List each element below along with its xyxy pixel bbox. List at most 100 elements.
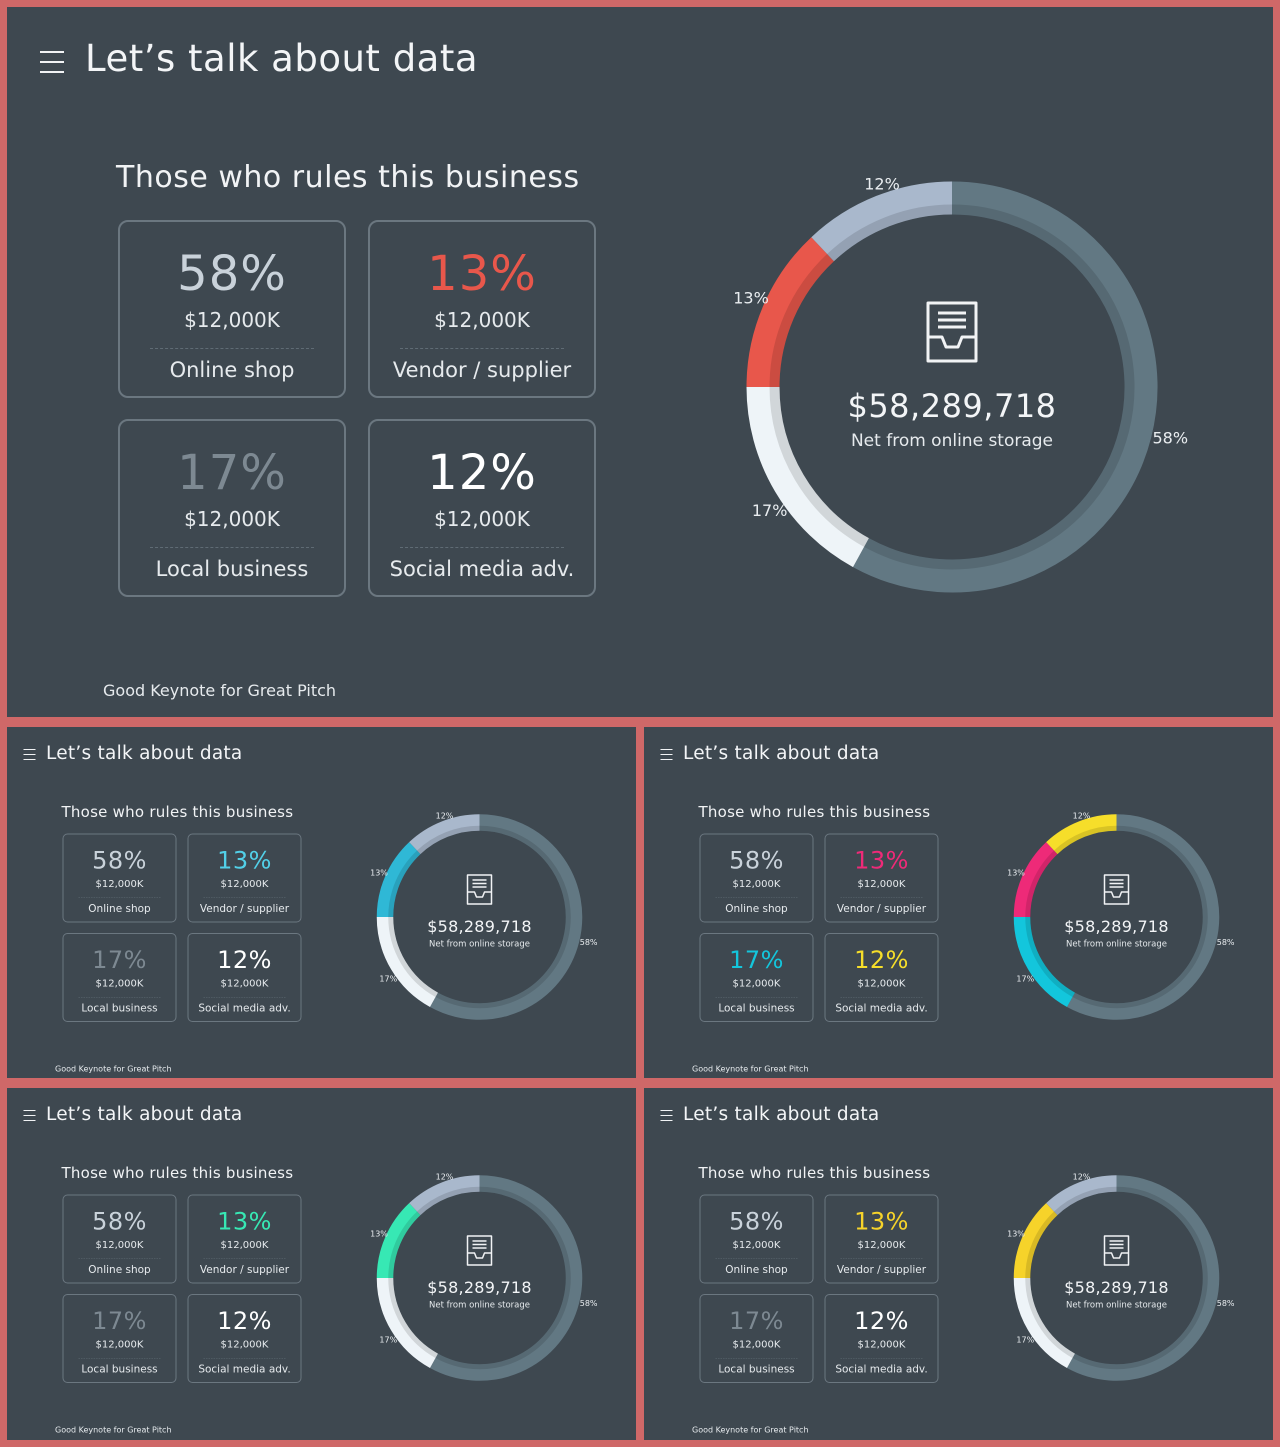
stat-card-vendor-supplier: 13% $12,000K Vendor / supplier [187, 833, 302, 923]
card-percent: 12% [427, 445, 537, 501]
card-divider [840, 897, 923, 898]
card-amount: $12,000K [732, 1238, 781, 1251]
donut-slice-local-business [1013, 1277, 1076, 1369]
donut-slice-online-shop [1067, 1175, 1220, 1381]
card-divider [400, 348, 564, 349]
section-subtitle: Those who rules this business [116, 160, 580, 195]
card-label: Online shop [725, 902, 788, 915]
card-label: Online shop [88, 1263, 151, 1276]
stat-card-social-media: 12% $12,000K Social media adv. [824, 1294, 939, 1383]
card-label: Online shop [725, 1263, 788, 1276]
card-percent: 13% [854, 1207, 909, 1236]
card-percent: 13% [217, 1207, 272, 1236]
donut-chart: 58% 17% 13% 12% [370, 811, 598, 1020]
stat-card-local-business: 17% $12,000K Local business [118, 419, 346, 597]
card-label: Vendor / supplier [836, 902, 927, 915]
card-divider [203, 1358, 286, 1359]
card-label: Social media adv. [835, 1363, 928, 1375]
card-percent: 12% [217, 946, 272, 974]
menu-icon[interactable] [23, 1110, 36, 1121]
donut-slice-label: 17% [752, 501, 788, 520]
donut-slice-social-media-adv- [409, 814, 480, 855]
total-value: $58,289,718 [427, 917, 532, 936]
stat-card-online-shop: 58% $12,000K Online shop [62, 1194, 177, 1284]
donut-slice-shade [417, 825, 480, 855]
card-amount: $12,000K [732, 977, 781, 989]
card-percent: 58% [729, 1207, 784, 1236]
card-divider [715, 897, 798, 898]
donut-slice-vendor-supplier [746, 237, 835, 388]
card-percent: 13% [427, 246, 537, 302]
card-percent: 17% [729, 1307, 784, 1335]
donut-slice-label: 13% [1007, 868, 1025, 877]
donut-slice-label: 12% [436, 1172, 454, 1181]
menu-icon[interactable] [660, 1110, 673, 1121]
donut-slice-social-media-adv- [409, 1175, 480, 1216]
card-divider [78, 997, 161, 998]
donut-slice-shade [388, 1211, 421, 1279]
card-percent: 58% [729, 846, 784, 875]
card-divider [840, 997, 923, 998]
card-divider [203, 1258, 286, 1259]
card-amount: $12,000K [184, 507, 280, 531]
donut-slice-label: 58% [580, 938, 598, 947]
card-divider [203, 897, 286, 898]
total-caption: Net from online storage [428, 939, 531, 949]
card-divider [715, 1358, 798, 1359]
donut-slice-label: 58% [1217, 1299, 1235, 1308]
stat-card-social-media: 12% $12,000K Social media adv. [187, 1294, 302, 1383]
card-label: Local business [81, 1002, 158, 1014]
donut-slice-label: 58% [1217, 938, 1235, 947]
section-subtitle: Those who rules this business [698, 803, 931, 822]
total-value: $58,289,718 [847, 387, 1057, 425]
donut-slice-local-business [376, 916, 439, 1008]
stat-card-vendor-supplier: 13% $12,000K Vendor / supplier [824, 1194, 939, 1284]
stat-card-vendor-supplier: 13% $12,000K Vendor / supplier [824, 833, 939, 923]
card-amount: $12,000K [732, 1338, 781, 1350]
card-amount: $12,000K [732, 877, 781, 890]
slide-title: Let’s talk about data [85, 37, 479, 80]
donut-slice-social-media-adv- [1046, 814, 1117, 855]
card-amount: $12,000K [95, 977, 144, 989]
donut-slice-label: 17% [379, 975, 397, 984]
stat-card-vendor-supplier: 13% $12,000K Vendor / supplier [187, 1194, 302, 1284]
donut-slice-online-shop [430, 814, 583, 1020]
card-amount: $12,000K [95, 877, 144, 890]
inbox-tray-icon [926, 301, 978, 363]
menu-icon[interactable] [660, 749, 673, 760]
card-percent: 58% [92, 846, 147, 875]
stat-card-local-business: 17% $12,000K Local business [62, 1294, 177, 1383]
slide-title: Let’s talk about data [683, 742, 880, 764]
stat-card-online-shop: 58% $12,000K Online shop [699, 833, 814, 923]
menu-icon[interactable] [40, 51, 64, 73]
inbox-tray-icon [1103, 874, 1130, 905]
card-label: Vendor / supplier [199, 902, 290, 915]
card-divider [715, 1258, 798, 1259]
donut-slice-label: 17% [1016, 1336, 1034, 1345]
menu-icon[interactable] [23, 749, 36, 760]
stat-card-vendor-supplier: 13% $12,000K Vendor / supplier [368, 220, 596, 398]
card-percent: 17% [177, 445, 287, 501]
donut-slice-vendor-supplier [376, 1203, 421, 1279]
card-label: Social media adv. [198, 1363, 291, 1375]
donut-slice-label: 58% [1152, 428, 1188, 447]
donut-chart: 58% 17% 13% 12% [733, 175, 1188, 593]
donut-slice-local-business [1013, 916, 1076, 1008]
donut-slice-shade [1072, 1186, 1208, 1370]
stat-card-local-business: 17% $12,000K Local business [699, 1294, 814, 1383]
donut-slice-online-shop [430, 1175, 583, 1381]
donut-chart: 58% 17% 13% 12% [1007, 1172, 1235, 1381]
card-amount: $12,000K [95, 1338, 144, 1350]
donut-slice-shade [769, 386, 869, 547]
card-percent: 12% [217, 1307, 272, 1335]
inbox-tray-icon [466, 1235, 493, 1266]
donut-slice-label: 13% [370, 868, 388, 877]
card-percent: 17% [92, 1307, 147, 1335]
donut-slice-shade [388, 850, 421, 918]
donut-slice-label: 12% [1073, 1172, 1091, 1181]
footer-text: Good Keynote for Great Pitch [55, 1064, 172, 1074]
donut-chart: 58% 17% 13% 12% [1007, 811, 1235, 1020]
card-percent: 12% [854, 946, 909, 974]
donut-slice-label: 13% [733, 289, 769, 308]
slide-title: Let’s talk about data [46, 1103, 243, 1125]
